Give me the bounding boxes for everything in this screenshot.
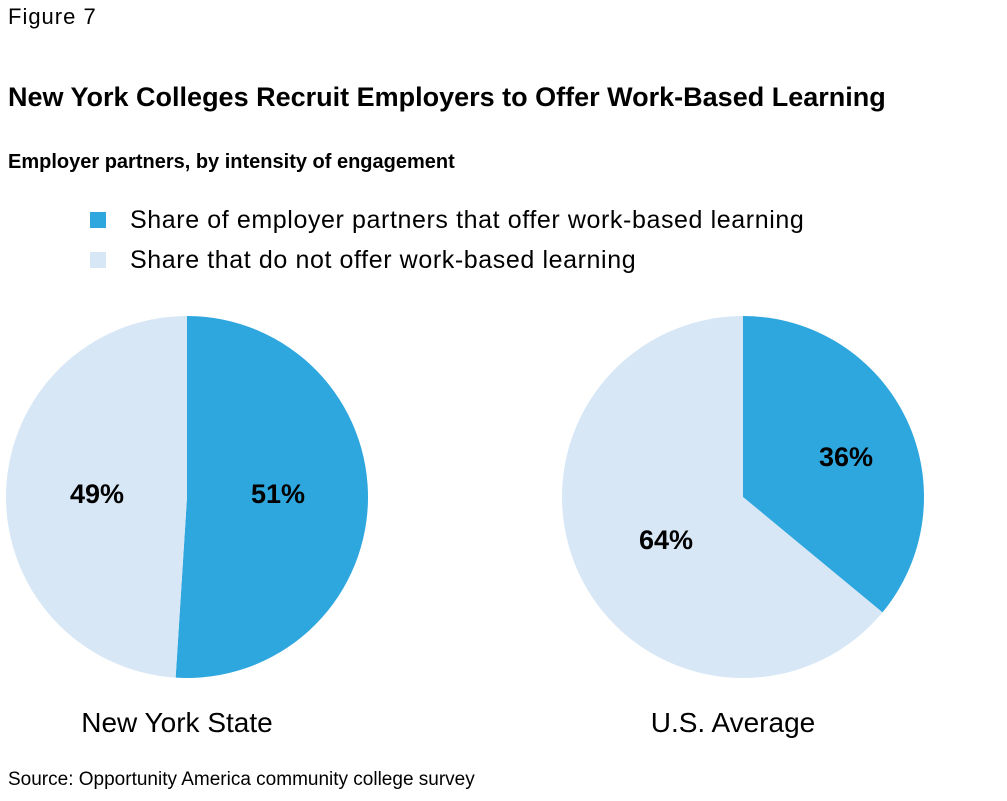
pie-data-label-new-york-state-1: 49%	[70, 479, 124, 509]
legend-swatch-not-offer	[90, 252, 106, 268]
legend-label-not-offer: Share that do not offer work-based learn…	[130, 245, 637, 274]
pie-caption-new-york-state: New York State	[81, 707, 272, 738]
pie-slice-u-s-average-0	[743, 316, 924, 613]
source-note: Source: Opportunity America community co…	[8, 769, 475, 790]
pie-data-label-u-s-average-0: 36%	[819, 442, 873, 472]
pie-slice-new-york-state-1	[6, 316, 187, 678]
pie-slice-new-york-state-0	[175, 316, 369, 678]
legend-swatch-offer	[90, 212, 106, 228]
legend-item-not-offer: Share that do not offer work-based learn…	[90, 240, 804, 280]
pie-u-s-average: 36% 64% U.S. Average	[562, 316, 924, 738]
legend-item-offer: Share of employer partners that offer wo…	[90, 200, 804, 240]
pie-caption-u-s-average: U.S. Average	[651, 707, 815, 738]
chart-subtitle: Employer partners, by intensity of engag…	[8, 151, 455, 173]
pie-data-label-u-s-average-1: 64%	[639, 525, 693, 555]
chart-title: New York Colleges Recruit Employers to O…	[8, 82, 886, 112]
pie-new-york-state: 51% 49% New York State	[6, 316, 369, 738]
pie-data-label-new-york-state-0: 51%	[251, 479, 305, 509]
legend-label-offer: Share of employer partners that offer wo…	[130, 205, 805, 234]
pie-slice-u-s-average-1	[562, 316, 883, 678]
legend: Share of employer partners that offer wo…	[90, 200, 804, 280]
figure-label: Figure 7	[8, 4, 97, 29]
